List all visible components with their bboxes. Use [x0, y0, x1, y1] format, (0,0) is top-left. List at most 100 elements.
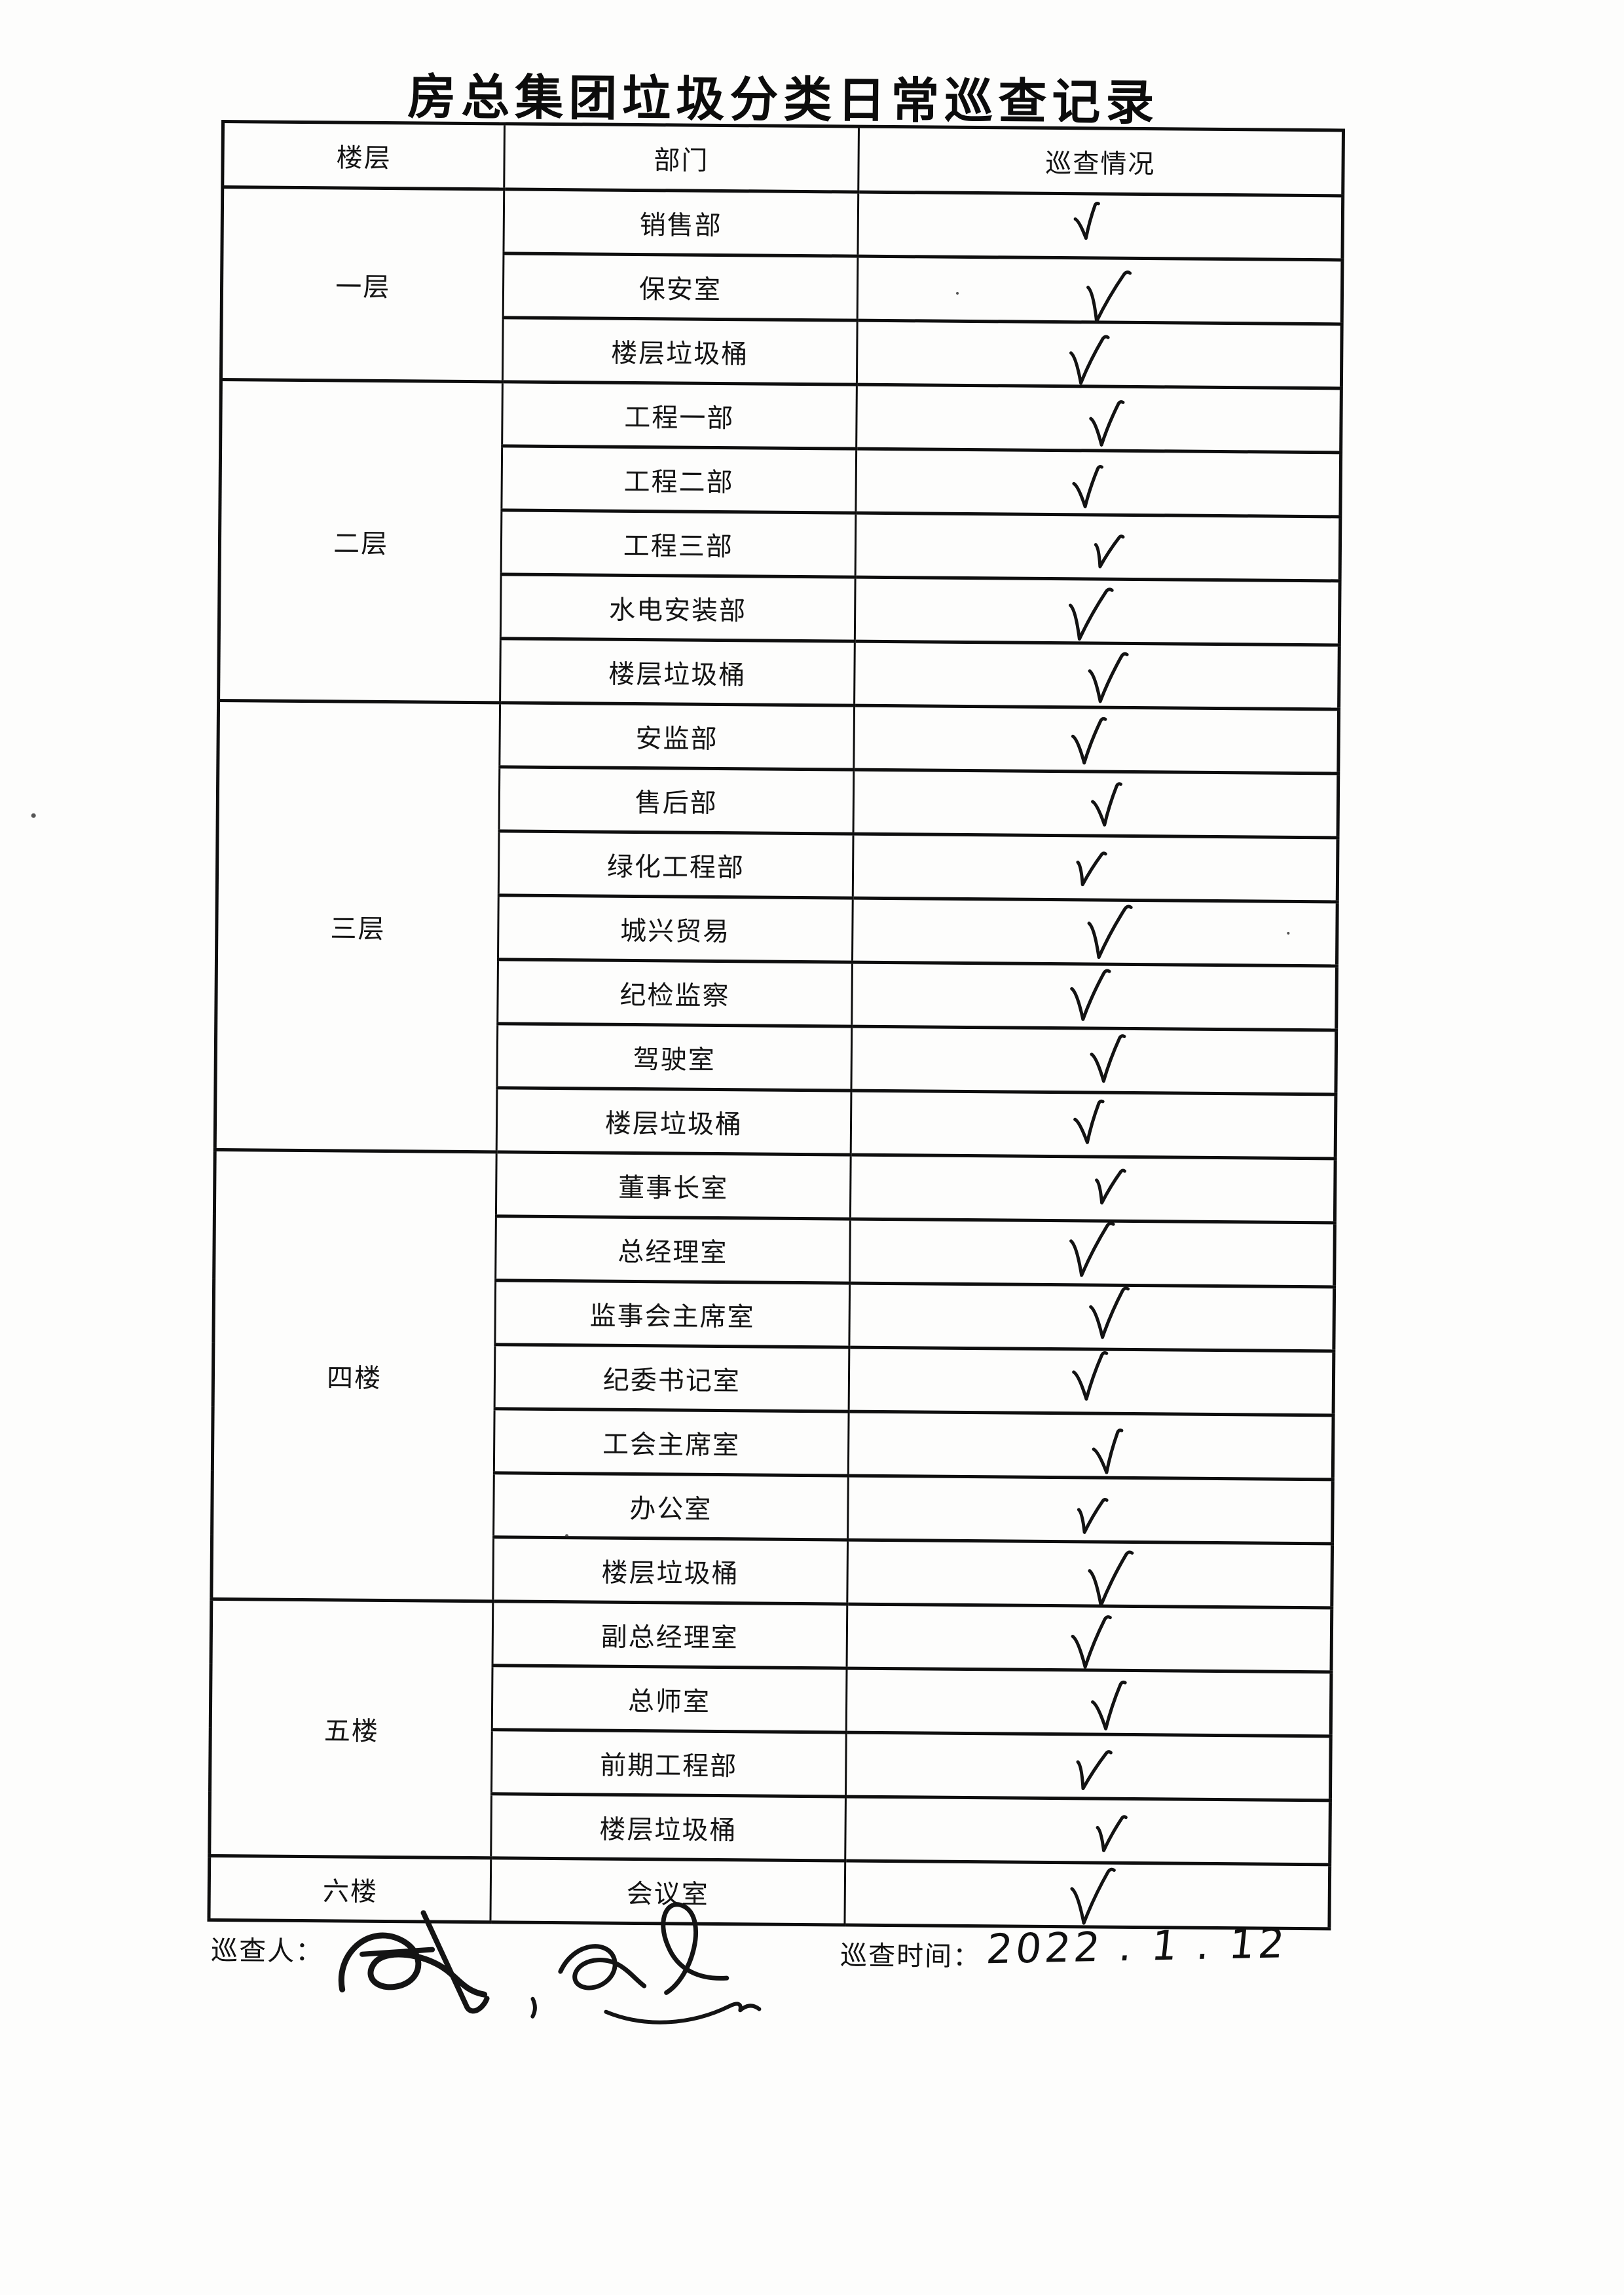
department-cell: 办公室 [493, 1472, 848, 1540]
table-row: 水电安装部 [219, 572, 1340, 645]
table-row: 二层 工程一部 [218, 379, 1342, 703]
table-row: 四楼 董事长室 [211, 1149, 1336, 1601]
table-row: 办公室 [212, 1470, 1333, 1544]
check-cell [854, 641, 1340, 710]
department-cell: 楼层垃圾桶 [490, 1793, 846, 1861]
table-row: 总经理室 [214, 1214, 1335, 1287]
checkmark-icon [1086, 1282, 1132, 1345]
checkmark-icon [1072, 1492, 1109, 1540]
table-row: 楼层垃圾桶 [212, 1535, 1333, 1607]
check-cell [857, 192, 1343, 260]
table-row: 楼层垃圾桶 [221, 315, 1342, 388]
scan-speck [955, 291, 959, 295]
table-row: 工程三部 [219, 508, 1340, 581]
scan-speck [565, 1534, 569, 1538]
inspection-time-label: 巡查时间： [840, 1939, 982, 1973]
department-cell: 工会主席室 [494, 1408, 849, 1476]
table-row: 保安室 [221, 251, 1342, 324]
checkmark-icon [1079, 262, 1135, 333]
checkmark-icon [1068, 714, 1111, 771]
floor-cell: 二层 [218, 379, 503, 703]
check-cell [856, 320, 1342, 388]
checkmark-icon [1090, 1163, 1128, 1211]
table-row: 总师室 [210, 1663, 1331, 1736]
table-row: 五楼 副总经理室 [209, 1599, 1332, 1858]
inspector-signature [338, 1902, 762, 2024]
check-cell [844, 1861, 1330, 1929]
table-row: 楼层垃圾桶 [215, 1085, 1336, 1159]
check-cell [856, 384, 1342, 453]
department-cell: 前期工程部 [491, 1729, 846, 1797]
checkmark-icon [1069, 462, 1109, 513]
department-cell: 监事会主席室 [495, 1280, 850, 1348]
check-cell [848, 1347, 1334, 1415]
check-cell [846, 1604, 1332, 1672]
checkmark-icon [1061, 580, 1116, 651]
floor-cell: 四楼 [211, 1149, 497, 1601]
column-header: 巡查情况 [858, 126, 1344, 196]
department-cell: 纪检监察 [497, 959, 853, 1027]
checkmark-icon [1092, 1810, 1129, 1858]
checkmark-icon [1080, 897, 1135, 969]
check-cell [847, 1540, 1333, 1608]
department-cell: 楼层垃圾桶 [500, 638, 855, 706]
check-cell [853, 770, 1338, 838]
table-row: 前期工程部 [210, 1727, 1331, 1801]
table-row: 楼层垃圾桶 [210, 1791, 1331, 1865]
checkmark-icon [1069, 1096, 1112, 1151]
department-cell: 纪委书记室 [494, 1344, 849, 1412]
check-cell [852, 897, 1338, 969]
checkmark-icon [1082, 1544, 1136, 1615]
checkmark-icon [1070, 199, 1107, 245]
check-cell [851, 1026, 1337, 1094]
department-cell: 水电安装部 [500, 574, 855, 642]
check-cell [857, 256, 1342, 324]
table-body: 一层 销售部 保安室 楼层垃圾桶 二层 工程一部 工程二部 工程三部 水电安装部 楼层垃圾桶 三层安… [208, 187, 1343, 1929]
check-cell [845, 1797, 1331, 1865]
table-row: 绿化工程部 [217, 829, 1338, 902]
table-header: 楼层 部门 巡查情况 [222, 121, 1344, 196]
department-cell: 副总经理室 [492, 1601, 847, 1669]
department-cell: 楼层垃圾桶 [496, 1087, 851, 1155]
department-cell: 工程三部 [501, 510, 856, 578]
check-cell [855, 449, 1341, 517]
check-cell [847, 1411, 1334, 1481]
checkmark-icon [1065, 1862, 1118, 1933]
column-header: 楼层 [222, 121, 505, 189]
department-cell: 总经理室 [495, 1216, 850, 1284]
checkmark-icon [1084, 648, 1131, 710]
check-cell [849, 1282, 1335, 1351]
check-cell [853, 705, 1339, 774]
checkmark-icon [1065, 329, 1112, 392]
inspection-table: 楼层 部门 巡查情况 一层 销售部 保安室 楼层垃圾桶 二层 工程一部 工程二部 工程三部 水电安装… [207, 119, 1346, 1931]
check-cell [845, 1668, 1331, 1738]
table-row: 一层 销售部 [221, 187, 1343, 382]
check-cell [854, 577, 1340, 645]
checkmark-icon [1067, 965, 1113, 1028]
inspector-label: 巡查人： [210, 1934, 324, 1968]
check-cell [845, 1732, 1331, 1801]
checkmark-icon [1088, 528, 1126, 575]
inspection-time-value: 2022 . 1 . 12 [984, 1919, 1290, 1973]
floor-cell: 一层 [221, 187, 504, 382]
floor-cell: 五楼 [209, 1599, 494, 1858]
checkmark-icon [1086, 1677, 1134, 1738]
check-cell [855, 513, 1340, 581]
checkmark-icon [1086, 397, 1128, 453]
department-cell: 工程二部 [502, 445, 857, 513]
department-cell: 楼层垃圾桶 [493, 1537, 848, 1605]
department-cell: 董事长室 [496, 1151, 851, 1220]
check-cell [850, 1091, 1336, 1159]
department-cell: 工程一部 [502, 381, 857, 449]
table-row: 工会主席室 [212, 1406, 1334, 1481]
check-cell [849, 1155, 1336, 1223]
department-cell: 保安室 [503, 253, 858, 321]
checkmark-icon [1063, 1215, 1118, 1286]
check-cell [847, 1476, 1333, 1544]
department-cell: 销售部 [504, 189, 858, 257]
checkmark-icon [1087, 1425, 1132, 1481]
table-row: 三层 安监部 [215, 700, 1339, 1152]
checkmark-icon [1067, 1348, 1114, 1408]
check-cell [849, 1219, 1335, 1287]
